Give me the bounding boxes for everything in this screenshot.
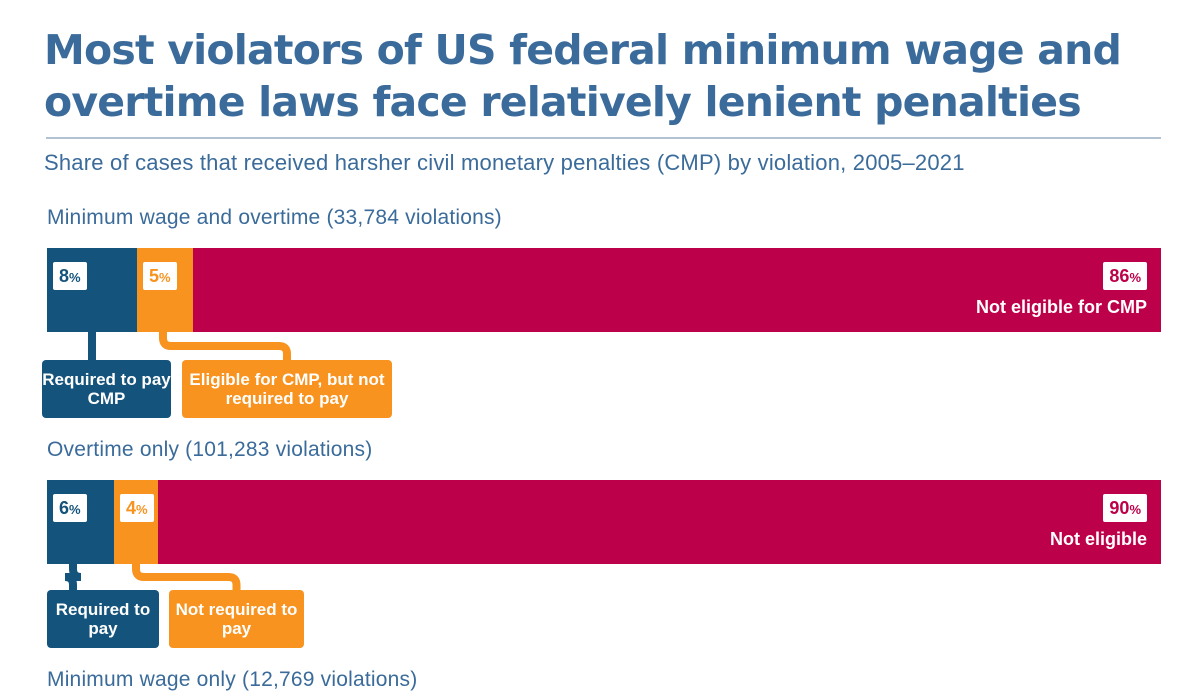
bar-segment-not-eligible: 86% Not eligible for CMP [193, 248, 1161, 332]
percent-value: 86 [1109, 266, 1130, 286]
percent-symbol: % [136, 502, 148, 517]
percent-symbol: % [69, 502, 81, 517]
callout-eligible: Not required to pay [169, 590, 304, 648]
percent-symbol: % [1129, 502, 1141, 517]
callout-eligible: Eligible for CMP, but not required to pa… [182, 360, 392, 418]
stacked-bar: 6% 4% 90% Not eligible [47, 480, 1161, 564]
percent-value: 90 [1109, 498, 1130, 518]
stacked-bar: 8% 5% 86% Not eligible for CMP [47, 248, 1161, 332]
percent-label: 5% [143, 262, 177, 290]
group-label: Minimum wage and overtime (33,784 violat… [47, 206, 502, 229]
percent-symbol: % [159, 270, 171, 285]
percent-value: 5 [149, 266, 160, 286]
bar-segment-required: 8% [47, 248, 137, 332]
chart-subtitle: Share of cases that received harsher civ… [44, 150, 965, 175]
segment-text: Not eligible [1049, 529, 1147, 549]
percent-value: 6 [59, 498, 70, 518]
percent-label: 90% [1103, 494, 1147, 522]
group-label: Minimum wage only (12,769 violations) [47, 668, 418, 691]
percent-value: 8 [59, 266, 70, 286]
connector-eligible [132, 560, 241, 594]
percent-value: 4 [126, 498, 137, 518]
bar-segment-not-eligible: 90% Not eligible [158, 480, 1161, 564]
percent-symbol: % [69, 270, 81, 285]
segment-text: Not eligible for CMP [976, 297, 1147, 317]
title-divider [46, 137, 1161, 139]
callout-required: Required to pay [47, 590, 159, 648]
callout-required: Required to pay CMP [42, 360, 171, 418]
percent-label: 86% [1103, 262, 1147, 290]
percent-symbol: % [1129, 270, 1141, 285]
connector-eligible [159, 328, 291, 364]
connector-required [64, 560, 82, 594]
bar-segment-eligible: 5% [137, 248, 193, 332]
chart-title: Most violators of US federal minimum wag… [44, 26, 1122, 126]
percent-label: 4% [120, 494, 154, 522]
group-label: Overtime only (101,283 violations) [47, 438, 373, 461]
bar-segment-eligible: 4% [114, 480, 158, 564]
percent-label: 8% [53, 262, 87, 290]
percent-label: 6% [53, 494, 87, 522]
bar-segment-required: 6% [47, 480, 114, 564]
